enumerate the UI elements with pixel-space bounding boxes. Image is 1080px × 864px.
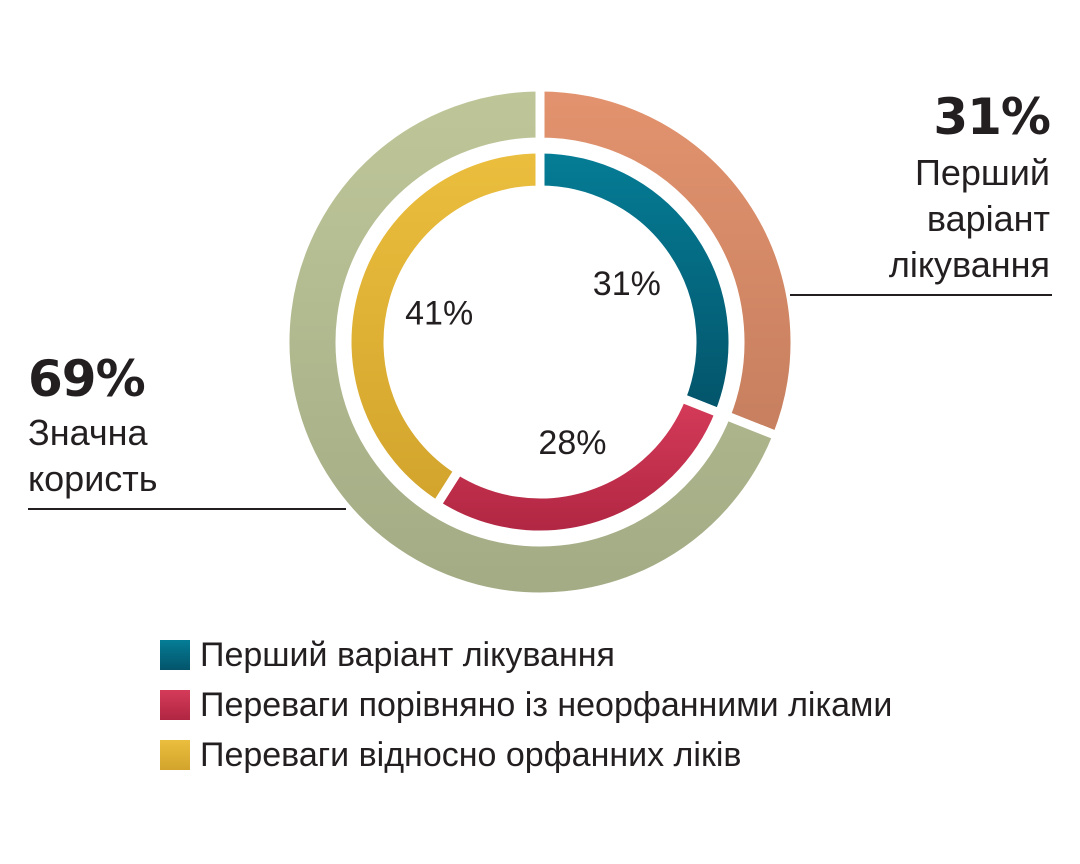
- callout-first-line-percent: 31%: [933, 88, 1051, 146]
- legend-label: Переваги відносно орфанних ліків: [200, 735, 742, 774]
- inner-slice-label: 28%: [538, 424, 606, 462]
- callout-first-line: 31% Перший варіант лікування: [790, 88, 1051, 288]
- legend-item: Перший варіант лікування: [160, 630, 892, 680]
- callout-right-rule: [790, 294, 1052, 296]
- legend: Перший варіант лікування Переваги порівн…: [160, 630, 892, 780]
- outer-ring: [280, 82, 800, 602]
- inner-ring: [342, 144, 738, 540]
- legend-label: Перший варіант лікування: [200, 635, 615, 674]
- legend-swatch: [160, 740, 190, 770]
- callout-first-line-text-1: Перший: [914, 152, 1050, 193]
- callout-first-line-text-2: варіант: [926, 198, 1050, 239]
- callout-significant-benefit-text-1: Значна: [28, 412, 148, 453]
- legend-label: Переваги порівняно із неорфанними ліками: [200, 685, 893, 724]
- callout-significant-benefit-percent: 69%: [28, 350, 146, 408]
- inner-slice-label: 31%: [593, 265, 661, 303]
- outer-slice-2: [280, 82, 783, 602]
- callout-significant-benefit: 69% Значна користь: [28, 354, 288, 502]
- inner-slice-3: [342, 144, 545, 512]
- legend-swatch: [160, 690, 190, 720]
- callout-left-rule: [28, 508, 346, 510]
- callout-significant-benefit-text-2: користь: [28, 458, 158, 499]
- legend-swatch: [160, 640, 190, 670]
- inner-slice-label: 41%: [405, 295, 473, 333]
- callout-first-line-text-3: лікування: [888, 244, 1050, 285]
- legend-item: Переваги порівняно із неорфанними ліками: [160, 680, 892, 730]
- legend-item: Переваги відносно орфанних ліків: [160, 730, 892, 780]
- inner-ring-labels: 31% 28% 41%: [405, 265, 661, 462]
